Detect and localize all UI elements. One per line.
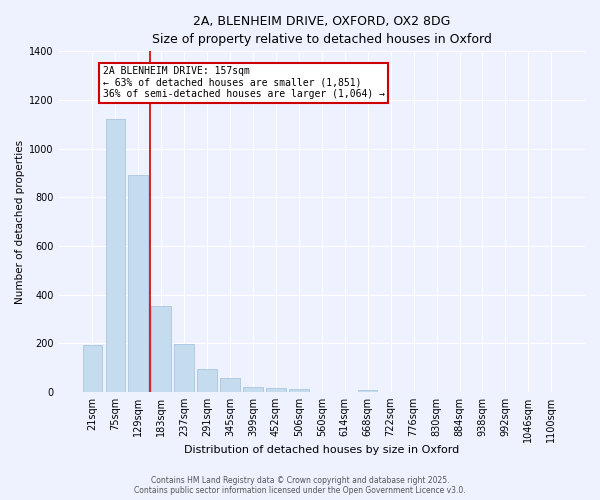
Text: 2A BLENHEIM DRIVE: 157sqm
← 63% of detached houses are smaller (1,851)
36% of se: 2A BLENHEIM DRIVE: 157sqm ← 63% of detac…	[103, 66, 385, 99]
X-axis label: Distribution of detached houses by size in Oxford: Distribution of detached houses by size …	[184, 445, 460, 455]
Bar	[175, 344, 194, 392]
Bar	[289, 389, 308, 392]
Bar	[220, 378, 240, 392]
Bar	[106, 120, 125, 392]
Bar	[128, 176, 148, 392]
Bar	[266, 388, 286, 392]
Y-axis label: Number of detached properties: Number of detached properties	[15, 140, 25, 304]
Title: 2A, BLENHEIM DRIVE, OXFORD, OX2 8DG
Size of property relative to detached houses: 2A, BLENHEIM DRIVE, OXFORD, OX2 8DG Size…	[152, 15, 492, 46]
Bar	[151, 306, 171, 392]
Text: Contains HM Land Registry data © Crown copyright and database right 2025.
Contai: Contains HM Land Registry data © Crown c…	[134, 476, 466, 495]
Bar	[358, 390, 377, 392]
Bar	[197, 370, 217, 392]
Bar	[243, 387, 263, 392]
Bar	[83, 344, 102, 392]
